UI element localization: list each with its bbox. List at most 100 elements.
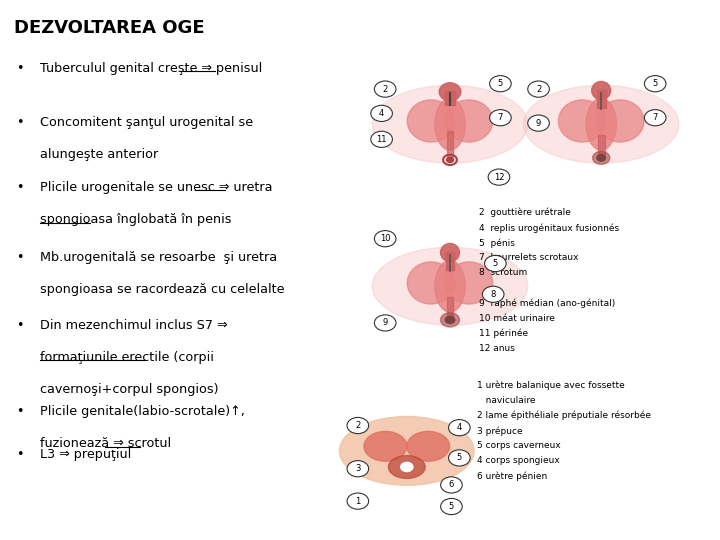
Circle shape (400, 462, 413, 471)
Text: •: • (16, 62, 23, 75)
Circle shape (446, 157, 454, 163)
Circle shape (441, 498, 462, 515)
Ellipse shape (441, 244, 459, 261)
Circle shape (374, 315, 396, 331)
Text: 1: 1 (355, 497, 361, 505)
Circle shape (644, 110, 666, 126)
Circle shape (528, 115, 549, 131)
Ellipse shape (408, 100, 455, 142)
Text: Plicile genitale(labio-scrotale)↑,: Plicile genitale(labio-scrotale)↑, (40, 405, 245, 418)
Ellipse shape (389, 455, 425, 478)
Ellipse shape (439, 83, 461, 101)
Bar (445, 91, 455, 105)
Text: 8: 8 (490, 290, 496, 299)
Circle shape (449, 450, 470, 466)
Text: 4: 4 (456, 423, 462, 432)
Ellipse shape (445, 262, 492, 304)
Circle shape (441, 477, 462, 493)
Text: 5: 5 (498, 79, 503, 88)
Ellipse shape (445, 100, 492, 142)
Ellipse shape (435, 98, 465, 150)
Text: Din mezenchimul inclus S7 ⇒: Din mezenchimul inclus S7 ⇒ (40, 319, 228, 332)
Text: 7: 7 (498, 113, 503, 122)
Text: 5 corps caverneux: 5 corps caverneux (477, 441, 560, 450)
Ellipse shape (372, 85, 528, 163)
Ellipse shape (435, 260, 465, 312)
Text: 10: 10 (380, 234, 390, 243)
Ellipse shape (586, 98, 616, 150)
Circle shape (482, 286, 504, 302)
Text: 12 anus: 12 anus (479, 344, 515, 353)
Text: 1 urètre balanique avec fossette: 1 urètre balanique avec fossette (477, 381, 624, 390)
Ellipse shape (372, 247, 528, 325)
Text: 4  replis urogénitaux fusionnés: 4 replis urogénitaux fusionnés (479, 223, 619, 233)
Text: spongioasa înglobată în penis: spongioasa înglobată în penis (40, 213, 231, 226)
Text: 11 périnée: 11 périnée (479, 329, 528, 339)
Text: cavernoşi+corpul spongios): cavernoşi+corpul spongios) (40, 383, 218, 396)
Ellipse shape (340, 416, 474, 485)
Circle shape (371, 105, 392, 122)
Text: 5: 5 (652, 79, 658, 88)
Text: 8  scrotum: 8 scrotum (479, 268, 527, 278)
Bar (446, 296, 454, 316)
Text: 2: 2 (382, 85, 388, 93)
Text: 3: 3 (355, 464, 361, 473)
Bar (446, 131, 454, 157)
Text: •: • (16, 319, 23, 332)
Ellipse shape (559, 100, 606, 142)
Ellipse shape (364, 431, 407, 461)
Text: Concomitent şanţul urogenital se: Concomitent şanţul urogenital se (40, 116, 253, 129)
Text: •: • (16, 405, 23, 418)
Text: •: • (16, 251, 23, 264)
Circle shape (441, 313, 459, 327)
Text: naviculaire: naviculaire (477, 396, 535, 405)
Text: 9: 9 (536, 119, 541, 127)
Ellipse shape (523, 85, 679, 163)
Text: 6 urètre pénien: 6 urètre pénien (477, 471, 547, 481)
Circle shape (593, 151, 610, 164)
Circle shape (374, 231, 396, 247)
Text: Tuberculul genital creşte ⇒ penisul: Tuberculul genital creşte ⇒ penisul (40, 62, 262, 75)
Text: •: • (16, 181, 23, 194)
Text: 7  bourrelets scrotaux: 7 bourrelets scrotaux (479, 253, 578, 262)
Text: 5: 5 (449, 502, 454, 511)
Text: 5  pénis: 5 pénis (479, 238, 515, 248)
Text: 12: 12 (494, 173, 504, 181)
Text: L3 ⇒ prepuţiul: L3 ⇒ prepuţiul (40, 448, 131, 461)
Text: •: • (16, 116, 23, 129)
Text: 2: 2 (536, 85, 541, 93)
Circle shape (445, 316, 455, 323)
Ellipse shape (408, 262, 455, 304)
Text: 4: 4 (379, 109, 384, 118)
Text: 2 lame épithéliale préputiale résorbée: 2 lame épithéliale préputiale résorbée (477, 411, 651, 421)
Circle shape (485, 255, 506, 272)
Text: 5: 5 (456, 454, 462, 462)
Text: 2: 2 (355, 421, 361, 430)
Text: 11: 11 (377, 135, 387, 144)
Text: Plicile urogenitale se unesc ⇒ uretra: Plicile urogenitale se unesc ⇒ uretra (40, 181, 272, 194)
Text: fuzionează ⇒ scrotul: fuzionează ⇒ scrotul (40, 437, 171, 450)
Bar (598, 134, 605, 156)
Circle shape (347, 417, 369, 434)
Text: 5: 5 (492, 259, 498, 268)
Text: 9  raphé médian (ano-génital): 9 raphé médian (ano-génital) (479, 299, 615, 308)
Circle shape (347, 461, 369, 477)
Text: alungeşte anterior: alungeşte anterior (40, 148, 158, 161)
Text: DEZVOLTAREA OGE: DEZVOLTAREA OGE (14, 19, 205, 37)
Circle shape (597, 154, 606, 161)
Text: 10 méat urinaire: 10 méat urinaire (479, 314, 554, 323)
Text: 7: 7 (652, 113, 658, 122)
Text: 2  gouttière urétrale: 2 gouttière urétrale (479, 208, 571, 218)
Text: Mb.urogenitală se resoarbe  şi uretra: Mb.urogenitală se resoarbe şi uretra (40, 251, 276, 264)
Text: 6: 6 (449, 481, 454, 489)
Bar (446, 252, 454, 270)
Circle shape (528, 81, 549, 97)
Circle shape (644, 76, 666, 92)
Text: 4 corps spongieux: 4 corps spongieux (477, 456, 559, 465)
Text: •: • (16, 448, 23, 461)
Circle shape (490, 76, 511, 92)
Circle shape (371, 131, 392, 147)
Text: formaţiunile erectile (corpii: formaţiunile erectile (corpii (40, 351, 213, 364)
Circle shape (490, 110, 511, 126)
Circle shape (488, 169, 510, 185)
